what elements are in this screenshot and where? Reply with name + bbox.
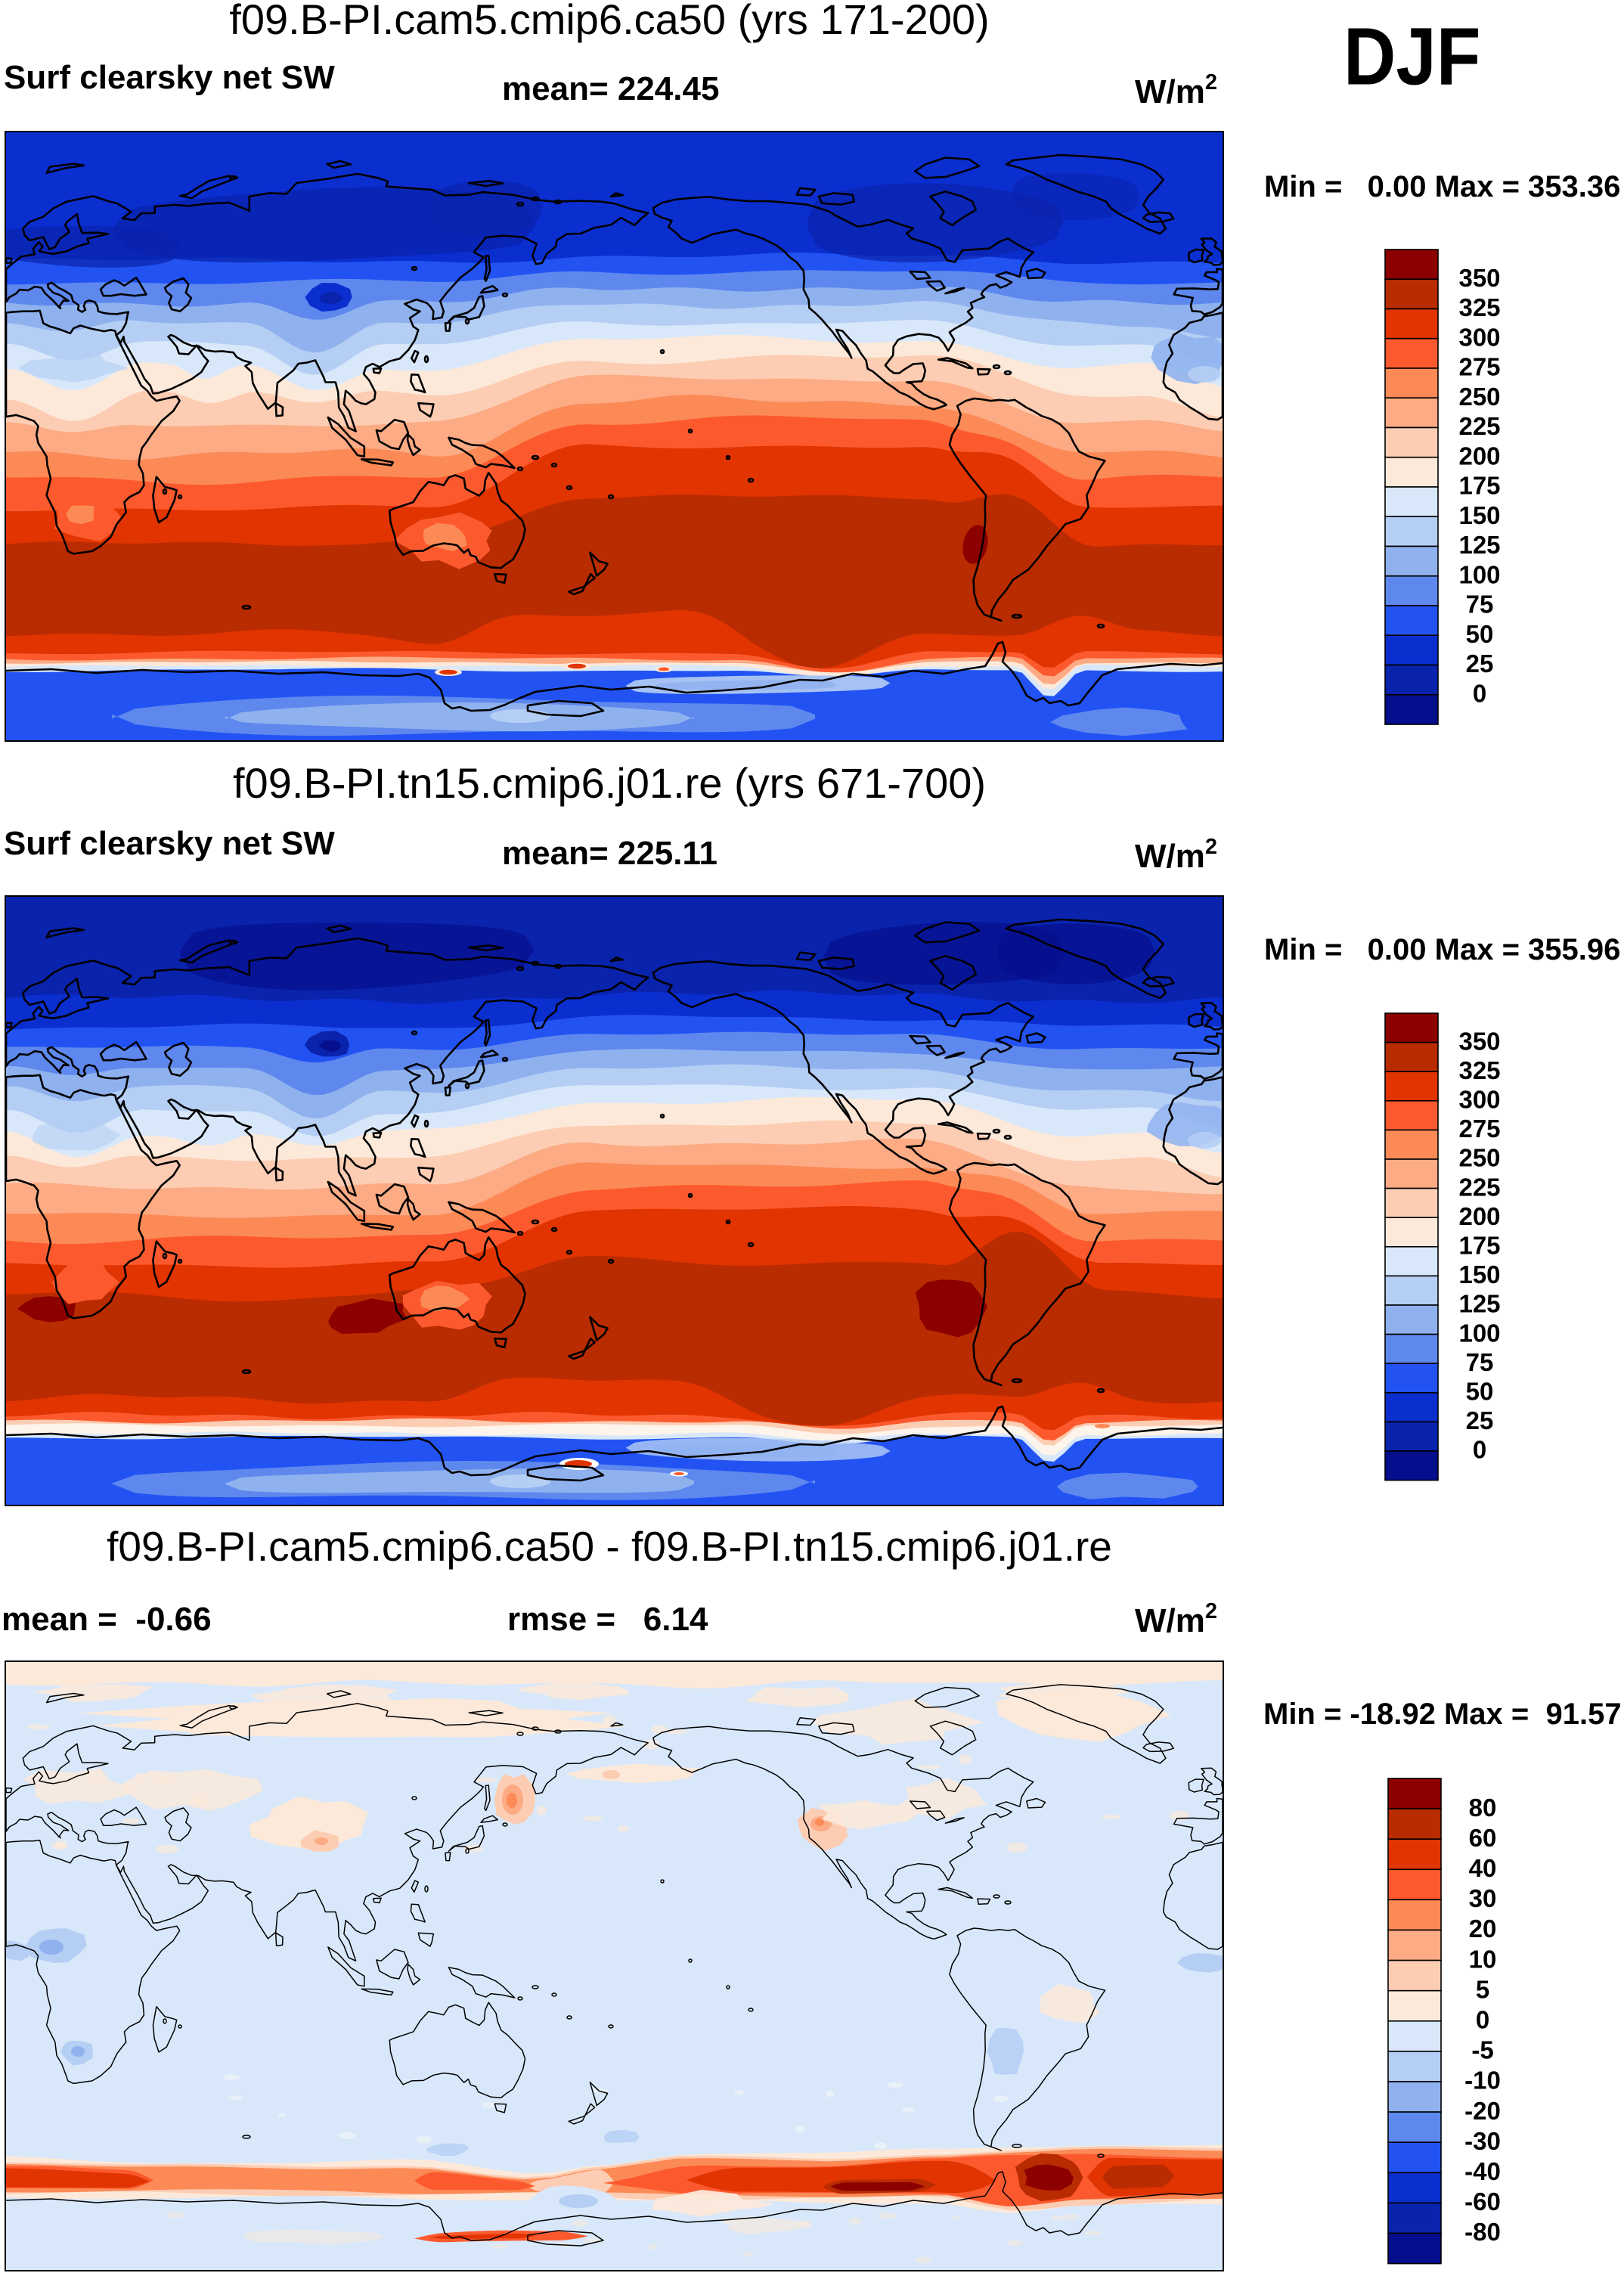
svg-text:50: 50: [1466, 1378, 1494, 1406]
svg-text:175: 175: [1458, 472, 1500, 500]
svg-text:150: 150: [1458, 501, 1500, 529]
svg-text:150: 150: [1458, 1260, 1500, 1288]
svg-text:-80: -80: [1464, 2218, 1501, 2246]
svg-text:350: 350: [1458, 264, 1500, 292]
svg-text:275: 275: [1458, 1115, 1500, 1143]
svg-text:-30: -30: [1464, 2127, 1501, 2155]
svg-text:225: 225: [1458, 412, 1500, 440]
svg-text:80: 80: [1469, 1794, 1497, 1822]
svg-text:200: 200: [1458, 1202, 1500, 1230]
svg-text:30: 30: [1469, 1884, 1497, 1912]
svg-text:-40: -40: [1464, 2157, 1501, 2185]
svg-text:300: 300: [1458, 324, 1500, 352]
svg-text:250: 250: [1458, 383, 1500, 411]
svg-text:40: 40: [1469, 1854, 1497, 1882]
svg-text:100: 100: [1458, 561, 1500, 589]
svg-text:-5: -5: [1471, 2036, 1493, 2064]
svg-text:125: 125: [1458, 1290, 1500, 1318]
svg-text:350: 350: [1458, 1027, 1500, 1055]
svg-text:0: 0: [1473, 680, 1486, 708]
svg-text:175: 175: [1458, 1232, 1500, 1260]
svg-text:325: 325: [1458, 1056, 1500, 1084]
svg-text:250: 250: [1458, 1144, 1500, 1172]
svg-text:100: 100: [1458, 1319, 1500, 1347]
svg-text:75: 75: [1466, 591, 1494, 619]
svg-text:-10: -10: [1464, 2067, 1501, 2095]
svg-text:25: 25: [1466, 1406, 1494, 1434]
svg-text:10: 10: [1469, 1945, 1497, 1973]
svg-text:325: 325: [1458, 293, 1500, 321]
svg-text:0: 0: [1473, 1436, 1486, 1464]
svg-text:25: 25: [1466, 650, 1494, 678]
svg-text:-20: -20: [1464, 2097, 1501, 2125]
svg-text:50: 50: [1466, 620, 1494, 648]
svg-text:200: 200: [1458, 442, 1500, 470]
svg-text:0: 0: [1476, 2006, 1489, 2034]
svg-text:-60: -60: [1464, 2188, 1501, 2216]
svg-text:225: 225: [1458, 1173, 1500, 1201]
svg-text:300: 300: [1458, 1086, 1500, 1114]
svg-text:20: 20: [1469, 1915, 1497, 1943]
svg-text:125: 125: [1458, 531, 1500, 559]
svg-text:60: 60: [1469, 1824, 1497, 1852]
svg-text:75: 75: [1466, 1348, 1494, 1376]
svg-text:5: 5: [1476, 1975, 1489, 2003]
svg-text:275: 275: [1458, 353, 1500, 381]
